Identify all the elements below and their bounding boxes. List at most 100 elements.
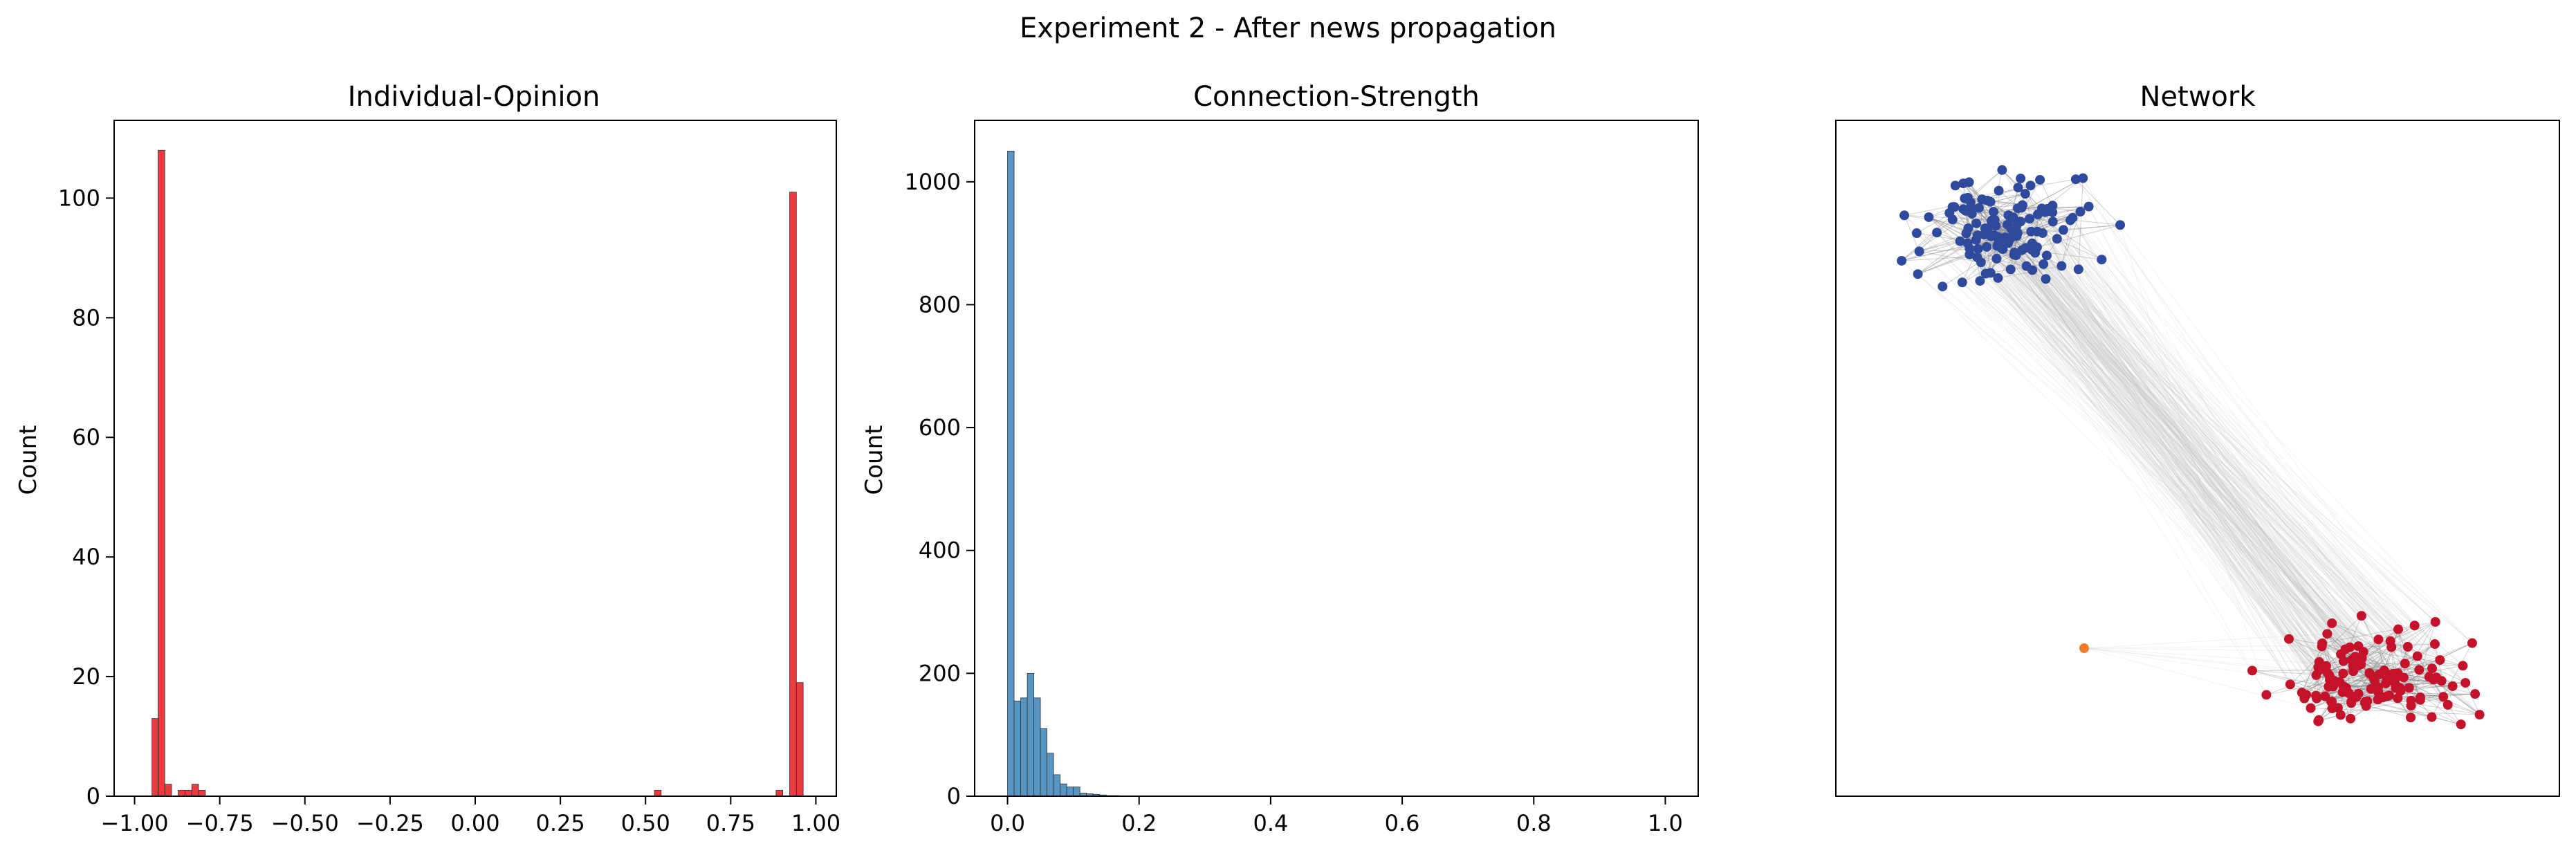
- network-edge: [2088, 206, 2347, 688]
- network-edge: [2327, 672, 2448, 706]
- x-tick-label: 0.75: [706, 810, 755, 836]
- network-edge: [1936, 232, 2364, 652]
- network-edge: [1949, 212, 2330, 676]
- network-edge: [1994, 235, 2353, 661]
- network-nodes: [1897, 165, 2485, 730]
- network-node: [2400, 659, 2410, 669]
- network-node: [2414, 665, 2425, 675]
- network-edge: [2015, 254, 2410, 688]
- network-edge: [1952, 206, 2440, 661]
- network-node: [1955, 236, 1965, 246]
- network-edge: [1967, 228, 2390, 676]
- network-node: [2436, 676, 2447, 686]
- network-edge: [2016, 226, 2379, 693]
- network-edge: [1916, 232, 2356, 657]
- network-edge: [1994, 219, 2350, 694]
- network-edge: [2063, 230, 2449, 706]
- network-node: [2097, 255, 2107, 265]
- network-edge: [1993, 211, 2046, 279]
- network-edge: [2003, 248, 2379, 693]
- network-edge: [2043, 264, 2396, 679]
- network-edge: [2367, 701, 2461, 725]
- network-edge: [1965, 210, 2038, 248]
- network-edge: [2063, 230, 2344, 674]
- network-node: [2430, 616, 2440, 627]
- network-edge: [2319, 668, 2433, 671]
- network-edge: [1997, 236, 2366, 703]
- network-edge: [2082, 178, 2362, 616]
- network-edge: [1969, 182, 2009, 243]
- network-node: [1961, 228, 1971, 239]
- network-edge: [2290, 615, 2362, 685]
- network-node: [2314, 656, 2324, 667]
- network-edge: [2030, 231, 2323, 644]
- network-node: [1950, 181, 1960, 191]
- network-edge: [2042, 232, 2317, 676]
- network-edge: [1952, 206, 2375, 681]
- network-node: [1938, 282, 1948, 292]
- histogram-bar: [198, 789, 206, 797]
- network-edge: [1978, 208, 2436, 623]
- chart-title: Connection-Strength: [1193, 81, 1480, 113]
- network-edge: [2030, 231, 2357, 698]
- network-node: [2032, 209, 2043, 219]
- network-node: [1932, 228, 1942, 238]
- network-edge: [1962, 208, 2406, 664]
- network-node: [1991, 253, 2002, 264]
- network-edge: [1949, 212, 2353, 661]
- histogram-bar: [1047, 753, 1054, 797]
- network-node: [2412, 651, 2422, 661]
- histogram-bar: [775, 789, 783, 797]
- network-node: [1980, 268, 1991, 279]
- network-edge: [1967, 243, 2378, 700]
- network-edge: [2032, 250, 2421, 698]
- network-edge: [2007, 224, 2328, 673]
- x-tick-label: 0.6: [1385, 810, 1420, 836]
- network-node: [2070, 174, 2081, 185]
- network-node: [2005, 264, 2016, 275]
- network-edge: [2001, 248, 2406, 664]
- network-edge: [2072, 217, 2367, 706]
- network-edge: [1985, 273, 2359, 647]
- network-edge: [2007, 214, 2329, 687]
- y-axis-ticks: 0 20 40 60 80 100: [58, 185, 114, 809]
- network-node: [2406, 695, 2416, 706]
- network-node: [2032, 226, 2043, 237]
- network-node: [1964, 177, 1974, 187]
- network-node: [2458, 661, 2468, 671]
- network-edge: [1994, 219, 2453, 687]
- network-edge: [2018, 187, 2362, 616]
- network-edge: [2036, 247, 2409, 647]
- network-edge: [1942, 286, 2362, 659]
- network-edge: [1971, 213, 2396, 688]
- network-edge: [1967, 228, 2344, 661]
- network-edge: [1952, 219, 2323, 644]
- network-edge: [1991, 221, 2354, 672]
- network-edge: [2039, 179, 2354, 667]
- network-node: [2416, 692, 2426, 703]
- network-edge: [2034, 252, 2362, 665]
- network-edge: [1967, 228, 2340, 683]
- x-tick-label: −0.25: [356, 810, 424, 836]
- network-edge: [2030, 185, 2359, 647]
- network-edge: [1969, 254, 2344, 661]
- axes-frame: [113, 120, 837, 797]
- network-edge: [1952, 219, 2466, 683]
- network-edge: [2003, 248, 2319, 671]
- network-node: [2012, 228, 2023, 238]
- network-edge: [2001, 248, 2480, 715]
- network-edge: [2030, 231, 2449, 706]
- network-edge: [2252, 670, 2365, 704]
- network-edge: [2005, 237, 2396, 688]
- network-edge: [2016, 232, 2346, 650]
- histogram-bar: [1040, 728, 1048, 797]
- network-edge: [2032, 249, 2436, 645]
- network-node: [2320, 691, 2330, 701]
- network-node: [2429, 639, 2440, 650]
- network-edge: [1904, 214, 2021, 222]
- network-edge: [2371, 688, 2444, 697]
- network-edge: [1966, 233, 2436, 645]
- network-edge: [1985, 228, 2327, 667]
- network-edge: [2025, 248, 2388, 680]
- network-node: [2261, 690, 2272, 700]
